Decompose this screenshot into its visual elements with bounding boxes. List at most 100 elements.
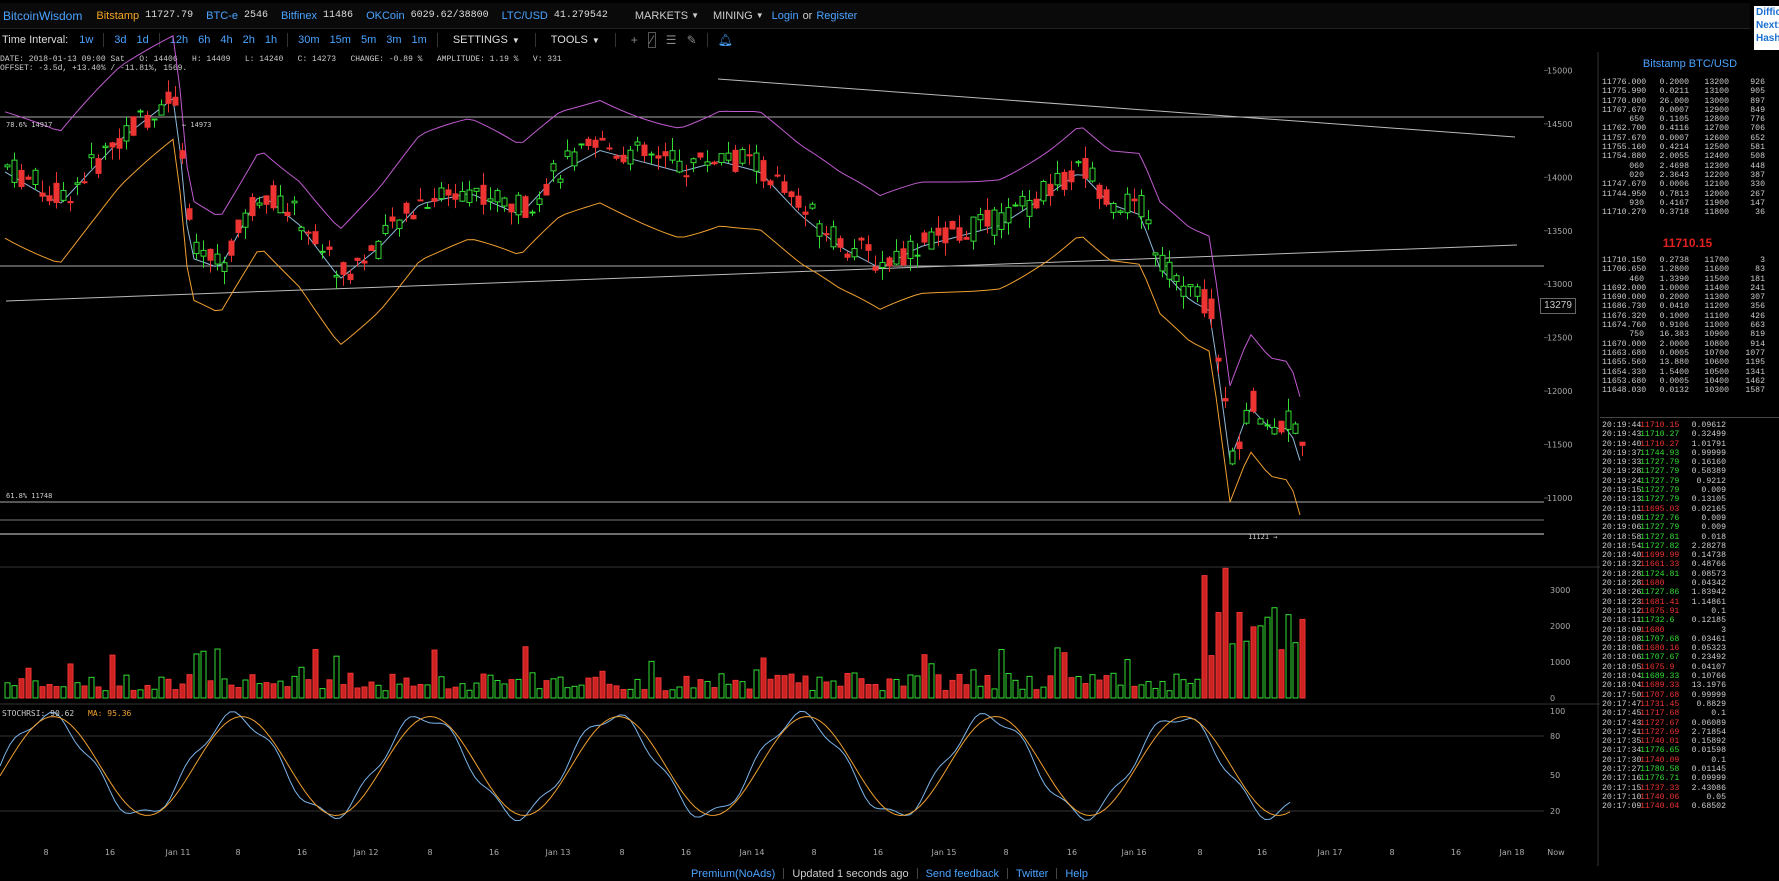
markets-menu[interactable]: MARKETS ▼ (634, 9, 699, 22)
candle-body (417, 199, 424, 202)
chevron-down-icon: ▼ (511, 35, 520, 45)
volume-bar (39, 686, 46, 699)
volume-bar (963, 684, 970, 699)
candle-body (1180, 285, 1187, 297)
orderbook-row: 11654.330 1.5400 10500 1341 (1602, 367, 1765, 377)
orderbook-asks: 11776.000 0.2000 13200 926 11775.990 0.0211 13… (1602, 78, 1777, 217)
orderbook-title[interactable]: Bitstamp BTC/USD (1642, 58, 1738, 70)
volume-bar (704, 681, 711, 699)
volume-bar (1236, 611, 1243, 699)
volume-bar (235, 686, 242, 699)
bell-icon[interactable]: 🔔︎ (717, 33, 733, 47)
market-ticker-btce[interactable]: BTC-e 2546 (206, 9, 268, 22)
volume-bar (739, 681, 746, 699)
candle-body (1264, 424, 1271, 427)
stoch-tick: 50 (1550, 771, 1560, 780)
pen-icon[interactable]: ✎ (686, 33, 697, 47)
candle-body (39, 192, 46, 197)
brand-logo[interactable]: BitcoinWisdom (3, 8, 83, 23)
volume-bar (18, 678, 25, 699)
candle-body (438, 187, 445, 200)
candle-body (921, 232, 928, 243)
market-ticker-bitstamp[interactable]: Bitstamp 11727.79 (96, 9, 194, 22)
interval-30m[interactable]: 30m (298, 34, 320, 46)
volume-bar (970, 669, 977, 699)
price-chart[interactable]: 11000 11500 12000 12500 13000 13500 14000 14500… (0, 0, 1600, 866)
register-link[interactable]: Register (816, 9, 858, 22)
time-tick: 8 (43, 848, 48, 857)
mining-menu[interactable]: MINING ▼ (712, 9, 764, 22)
volume-bar (1033, 689, 1040, 699)
interval-1w[interactable]: 1w (79, 34, 94, 46)
candle-body (1089, 167, 1096, 182)
candle-body (1110, 202, 1117, 213)
candle-body (326, 246, 333, 250)
premium-link[interactable]: Premium(NoAds) (691, 867, 776, 880)
trade-row: 20:17:27 11780.58 0.01145 (1602, 764, 1726, 774)
interval-5m[interactable]: 5m (360, 34, 377, 46)
market-ticker-bitfinex[interactable]: Bitfinex 11486 (280, 9, 354, 22)
interval-1m[interactable]: 1m (411, 34, 427, 46)
candle-body (1201, 289, 1208, 314)
market-ticker-ltcusd[interactable]: LTC/USD 41.279542 (501, 9, 608, 22)
horizontal-lines-icon[interactable]: ☰ (665, 33, 677, 47)
interval-4h[interactable]: 4h (220, 34, 233, 46)
volume-bar (760, 657, 767, 699)
interval-3m[interactable]: 3m (386, 34, 402, 46)
divider (158, 33, 160, 47)
volume-bar (60, 686, 67, 699)
trendline-icon[interactable]: ⁄ (647, 32, 656, 48)
volume-bar (1278, 649, 1285, 699)
help-link[interactable]: Help (1065, 867, 1088, 880)
interval-1h[interactable]: 1h (264, 34, 278, 46)
stoch-tick: 80 (1550, 732, 1560, 741)
top-bar: BitcoinWisdom Bitstamp 11727.79 BTC-e 2546… (0, 3, 1750, 29)
volume-bar (459, 683, 466, 699)
candle-body (1208, 298, 1215, 319)
orderbook-row: 11670.000 2.0000 10800 914 (1602, 339, 1765, 349)
divider (436, 33, 438, 47)
difficulty-panel[interactable]: Diffic Next: Hash (1754, 6, 1779, 50)
login-link[interactable]: Login (771, 9, 799, 22)
candle-body (578, 143, 585, 146)
candle-body (263, 195, 270, 205)
trade-row: 20:19:43 11710.27 0.32499 (1602, 430, 1726, 440)
orderbook-row: 11755.160 0.4214 12500 581 (1602, 143, 1765, 153)
candle-body (970, 216, 977, 242)
volume-bar (1131, 685, 1138, 699)
candle-body (1292, 423, 1299, 434)
stoch-tick: 100 (1550, 707, 1565, 716)
volume-bar (424, 684, 431, 699)
candle-body (11, 159, 18, 183)
time-tick: Jan 18 (1498, 848, 1524, 857)
crosshair-icon[interactable]: + (630, 33, 638, 47)
trade-row: 20:18:54 11727.82 2.28278 (1602, 541, 1726, 551)
volume-bar (466, 689, 473, 699)
interval-3d[interactable]: 3d (114, 34, 127, 46)
send-feedback-link[interactable]: Send feedback (925, 867, 999, 880)
candle-body (494, 190, 501, 203)
candle-body (445, 189, 452, 196)
volume-bar (550, 678, 557, 699)
candle-body (690, 158, 697, 164)
interval-6h[interactable]: 6h (198, 34, 211, 46)
interval-2h[interactable]: 2h (242, 34, 255, 46)
volume-bar (249, 674, 256, 699)
candle-body (179, 150, 186, 159)
candle-body (256, 202, 263, 206)
market-ticker-okcoin[interactable]: OKCoin 6029.62/38800 (366, 9, 489, 22)
time-tick: 8 (427, 848, 432, 857)
volume-bar (144, 684, 151, 699)
volume-bar (32, 680, 39, 699)
settings-menu[interactable]: SETTINGS ▼ (452, 34, 520, 46)
candle-body (1285, 410, 1292, 430)
tools-menu[interactable]: TOOLS ▼ (550, 34, 600, 46)
twitter-link[interactable]: Twitter (1015, 867, 1049, 880)
volume-bar (1068, 677, 1075, 699)
interval-15m[interactable]: 15m (329, 34, 351, 46)
interval-1d[interactable]: 1d (136, 34, 149, 46)
candle-body (529, 211, 536, 214)
volume-bars (4, 567, 1306, 699)
candle-body (1047, 183, 1054, 197)
divider (1056, 868, 1058, 879)
